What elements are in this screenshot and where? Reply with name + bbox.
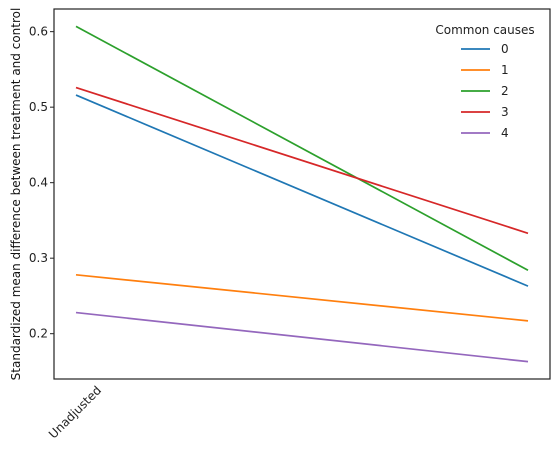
plot-frame: [53, 8, 551, 380]
legend-label: 1: [501, 63, 509, 77]
legend-title: Common causes: [435, 23, 534, 37]
series-lines: [75, 25, 529, 363]
series-line-0: [75, 94, 529, 287]
legend: Common causes 0 1 2 3 4: [435, 23, 534, 140]
x-tick-label: Unadjusted: [46, 383, 104, 441]
legend-label: 0: [501, 42, 509, 56]
x-axis-ticks: Unadjusted: [46, 383, 104, 441]
series-line-4: [75, 311, 529, 363]
legend-label: 3: [501, 105, 509, 119]
y-tick-label: 0.3: [29, 251, 48, 265]
y-tick-label: 0.5: [29, 100, 48, 114]
y-axis-label: Standardized mean difference between tre…: [9, 8, 23, 381]
series-line-3: [75, 86, 529, 235]
y-tick-label: 0.2: [29, 327, 48, 341]
series-line-1: [75, 273, 529, 322]
y-tick-label: 0.4: [29, 176, 48, 190]
y-tick-label: 0.6: [29, 25, 48, 39]
legend-label: 4: [501, 126, 509, 140]
legend-label: 2: [501, 84, 509, 98]
series-line-2: [75, 25, 529, 272]
y-axis-ticks: 0.2 0.3 0.4 0.5 0.6: [29, 25, 54, 341]
